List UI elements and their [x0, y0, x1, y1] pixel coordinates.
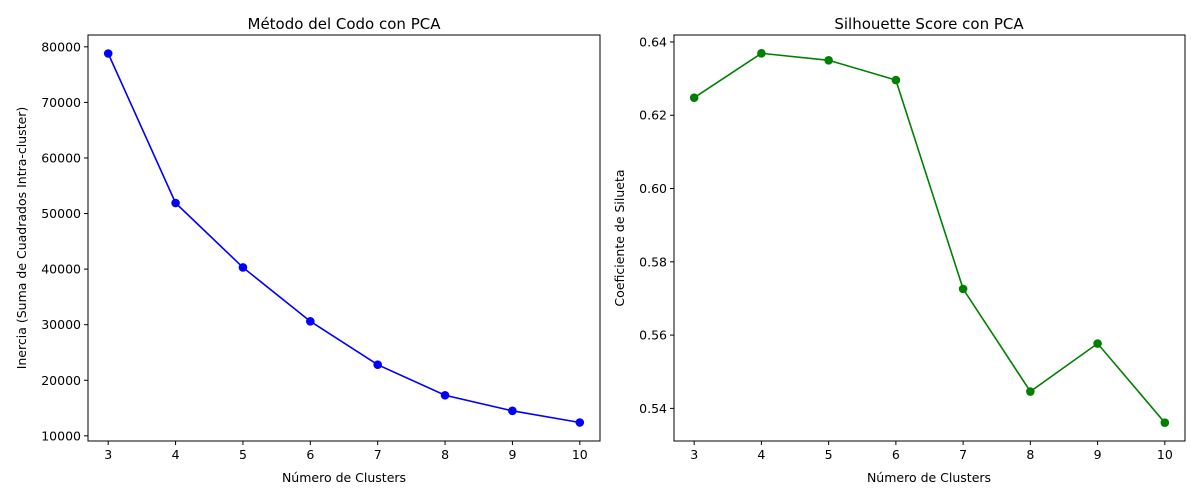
silhouette-data-point	[689, 93, 699, 102]
silhouette-xtick-label: 10	[1157, 447, 1173, 462]
elbow-data-point	[306, 317, 315, 326]
elbow-xtick-label: 10	[572, 447, 588, 462]
silhouette-ytick-label: 0.64	[639, 34, 667, 49]
silhouette-data-point	[824, 55, 833, 65]
elbow-chart: Método del Codo con PCA 3 4 5 6 7 8 9 10 10000 20…	[14, 15, 601, 485]
elbow-xtick-label: 7	[374, 447, 382, 462]
silhouette-data-point	[757, 49, 766, 58]
elbow-chart-xlabel: Número de Clusters	[282, 470, 406, 485]
silhouette-chart-xlabel: Número de Clusters	[867, 470, 991, 485]
elbow-ytick-label: 20000	[41, 373, 81, 388]
silhouette-data-point	[958, 284, 968, 294]
silhouette-data-point	[1026, 387, 1035, 396]
elbow-xtick-label: 3	[104, 447, 112, 462]
elbow-ytick-label: 70000	[41, 95, 81, 110]
elbow-ytick-label: 80000	[41, 39, 81, 54]
silhouette-ytick-label: 0.54	[639, 401, 667, 416]
silhouette-chart: Silhouette Score con PCA 3 4 5 6 7 8 9 10 0.54 0.…	[612, 15, 1186, 485]
elbow-chart-title: Método del Codo con PCA	[248, 15, 442, 33]
silhouette-data-point	[1160, 418, 1170, 427]
silhouette-chart-axes	[673, 34, 1186, 442]
silhouette-chart-title: Silhouette Score con PCA	[834, 15, 1024, 33]
elbow-ytick-label: 40000	[41, 262, 81, 277]
silhouette-chart-ticks: 3 4 5 6 7 8 9 10 0.54 0.56 0.58 0.60 0.62 0.64	[639, 34, 1173, 462]
elbow-data-point	[171, 198, 180, 208]
silhouette-xtick-label: 6	[892, 447, 900, 462]
silhouette-xtick-label: 5	[825, 447, 833, 462]
elbow-xtick-label: 9	[508, 447, 516, 462]
silhouette-series-line	[693, 52, 1166, 424]
silhouette-ytick-label: 0.62	[639, 108, 667, 123]
silhouette-xtick-label: 3	[690, 447, 698, 462]
silhouette-ytick-label: 0.56	[639, 328, 667, 343]
elbow-series-line	[107, 53, 580, 424]
silhouette-chart-series	[689, 49, 1170, 427]
elbow-data-point	[373, 360, 382, 370]
elbow-chart-ticks: 3 4 5 6 7 8 9 10 10000 20000 30000 40000 50000 60000 7…	[41, 39, 588, 462]
elbow-chart-axes	[87, 34, 601, 442]
elbow-chart-series	[103, 49, 585, 427]
elbow-data-point	[440, 390, 450, 400]
elbow-chart-ylabel: Inercia (Suma de Cuadrados Intra-cluster…	[14, 107, 29, 370]
silhouette-xtick-label: 4	[757, 447, 765, 462]
elbow-ytick-label: 30000	[41, 317, 81, 332]
elbow-ytick-label: 50000	[41, 206, 81, 221]
silhouette-ytick-label: 0.58	[639, 254, 667, 269]
silhouette-xtick-label: 8	[1026, 447, 1034, 462]
silhouette-xtick-label: 7	[959, 447, 967, 462]
silhouette-data-point	[891, 75, 901, 85]
elbow-data-point	[103, 49, 113, 58]
elbow-xtick-label: 6	[306, 447, 314, 462]
silhouette-ytick-label: 0.60	[639, 181, 667, 196]
elbow-data-point	[508, 406, 517, 416]
elbow-xtick-label: 4	[172, 447, 180, 462]
elbow-ytick-label: 10000	[41, 428, 81, 443]
elbow-data-point	[575, 418, 585, 427]
elbow-xtick-label: 5	[239, 447, 247, 462]
elbow-data-point	[238, 263, 248, 272]
silhouette-data-point	[1093, 339, 1102, 348]
elbow-xtick-label: 8	[441, 447, 449, 462]
silhouette-chart-ylabel: Coeficiente de Silueta	[612, 169, 627, 306]
elbow-ytick-label: 60000	[41, 150, 81, 165]
silhouette-xtick-label: 9	[1094, 447, 1102, 462]
